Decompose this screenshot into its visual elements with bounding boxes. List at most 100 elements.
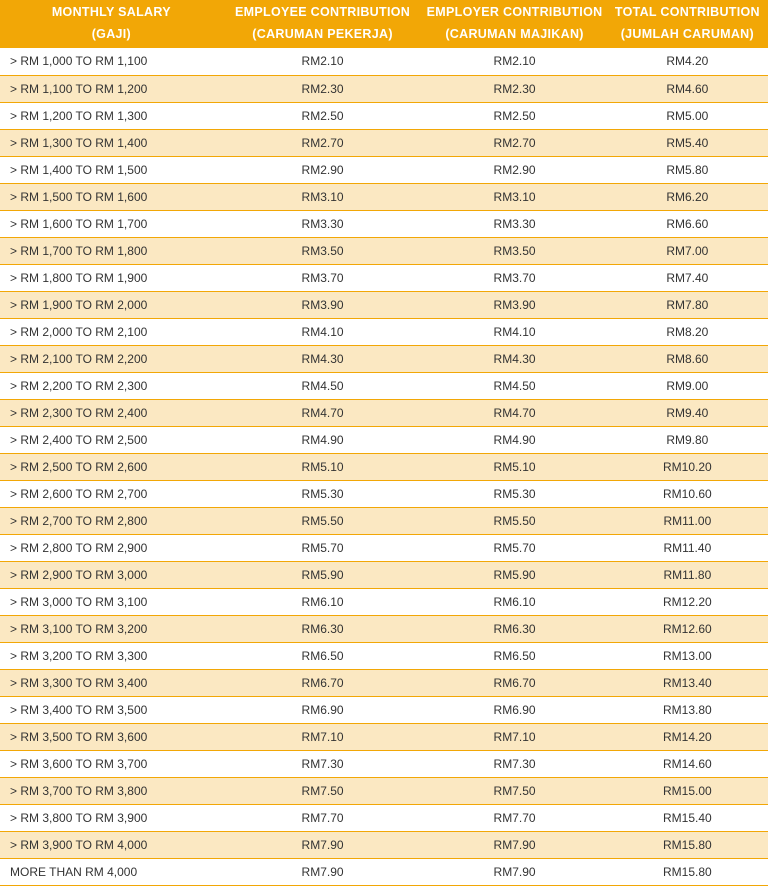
table-cell: > RM 3,900 TO RM 4,000	[0, 831, 223, 858]
table-cell: RM10.60	[607, 480, 768, 507]
table-cell: RM4.70	[422, 399, 606, 426]
table-cell: > RM 3,800 TO RM 3,900	[0, 804, 223, 831]
table-cell: > RM 3,400 TO RM 3,500	[0, 696, 223, 723]
table-cell: RM3.90	[422, 291, 606, 318]
table-cell: RM15.40	[607, 804, 768, 831]
col-header-total-2: (JUMLAH CARUMAN)	[607, 24, 768, 48]
table-cell: RM7.50	[422, 777, 606, 804]
table-cell: RM7.10	[223, 723, 423, 750]
table-cell: RM2.50	[422, 102, 606, 129]
table-cell: RM8.20	[607, 318, 768, 345]
table-cell: RM6.50	[422, 642, 606, 669]
table-cell: > RM 2,100 TO RM 2,200	[0, 345, 223, 372]
table-row: > RM 1,400 TO RM 1,500RM2.90RM2.90RM5.80	[0, 156, 768, 183]
table-cell: RM2.70	[422, 129, 606, 156]
col-header-employee-2: (CARUMAN PEKERJA)	[223, 24, 423, 48]
table-cell: RM3.90	[223, 291, 423, 318]
table-cell: RM6.90	[223, 696, 423, 723]
table-row: > RM 2,000 TO RM 2,100RM4.10RM4.10RM8.20	[0, 318, 768, 345]
table-cell: RM4.50	[223, 372, 423, 399]
table-cell: RM3.70	[422, 264, 606, 291]
table-cell: RM3.30	[422, 210, 606, 237]
table-row: > RM 3,700 TO RM 3,800RM7.50RM7.50RM15.0…	[0, 777, 768, 804]
table-cell: RM4.30	[422, 345, 606, 372]
table-cell: MORE THAN RM 4,000	[0, 858, 223, 885]
table-cell: RM2.90	[223, 156, 423, 183]
table-cell: RM2.10	[223, 48, 423, 75]
table-cell: RM15.80	[607, 831, 768, 858]
table-row: > RM 1,300 TO RM 1,400RM2.70RM2.70RM5.40	[0, 129, 768, 156]
table-cell: RM6.30	[422, 615, 606, 642]
table-cell: > RM 3,500 TO RM 3,600	[0, 723, 223, 750]
table-cell: RM7.30	[223, 750, 423, 777]
table-row: > RM 1,700 TO RM 1,800RM3.50RM3.50RM7.00	[0, 237, 768, 264]
table-row: > RM 1,900 TO RM 2,000RM3.90RM3.90RM7.80	[0, 291, 768, 318]
table-cell: > RM 1,200 TO RM 1,300	[0, 102, 223, 129]
table-cell: RM4.10	[223, 318, 423, 345]
table-cell: > RM 2,400 TO RM 2,500	[0, 426, 223, 453]
table-cell: > RM 3,100 TO RM 3,200	[0, 615, 223, 642]
table-cell: RM4.30	[223, 345, 423, 372]
table-row: > RM 1,800 TO RM 1,900RM3.70RM3.70RM7.40	[0, 264, 768, 291]
table-cell: RM2.70	[223, 129, 423, 156]
table-cell: RM5.30	[223, 480, 423, 507]
table-cell: RM5.70	[422, 534, 606, 561]
table-cell: RM2.50	[223, 102, 423, 129]
col-header-salary-1: MONTHLY SALARY	[0, 0, 223, 24]
table-cell: RM4.60	[607, 75, 768, 102]
table-cell: RM3.10	[422, 183, 606, 210]
table-cell: RM4.10	[422, 318, 606, 345]
table-cell: RM4.50	[422, 372, 606, 399]
table-row: > RM 3,000 TO RM 3,100RM6.10RM6.10RM12.2…	[0, 588, 768, 615]
table-row: > RM 2,200 TO RM 2,300RM4.50RM4.50RM9.00	[0, 372, 768, 399]
table-cell: RM3.50	[223, 237, 423, 264]
table-cell: RM5.30	[422, 480, 606, 507]
table-cell: > RM 1,800 TO RM 1,900	[0, 264, 223, 291]
table-row: > RM 3,200 TO RM 3,300RM6.50RM6.50RM13.0…	[0, 642, 768, 669]
table-row: > RM 1,600 TO RM 1,700RM3.30RM3.30RM6.60	[0, 210, 768, 237]
table-row: > RM 2,500 TO RM 2,600RM5.10RM5.10RM10.2…	[0, 453, 768, 480]
table-cell: RM15.00	[607, 777, 768, 804]
table-row: > RM 2,700 TO RM 2,800RM5.50RM5.50RM11.0…	[0, 507, 768, 534]
table-cell: > RM 2,500 TO RM 2,600	[0, 453, 223, 480]
col-header-employer-1: EMPLOYER CONTRIBUTION	[422, 0, 606, 24]
table-row: > RM 2,900 TO RM 3,000RM5.90RM5.90RM11.8…	[0, 561, 768, 588]
table-cell: RM15.80	[607, 858, 768, 885]
header-row-1: MONTHLY SALARY EMPLOYEE CONTRIBUTION EMP…	[0, 0, 768, 24]
table-cell: RM6.70	[422, 669, 606, 696]
table-row: > RM 3,400 TO RM 3,500RM6.90RM6.90RM13.8…	[0, 696, 768, 723]
table-cell: RM4.90	[223, 426, 423, 453]
table-row: > RM 3,500 TO RM 3,600RM7.10RM7.10RM14.2…	[0, 723, 768, 750]
table-cell: RM6.70	[223, 669, 423, 696]
table-cell: RM14.20	[607, 723, 768, 750]
table-cell: RM6.50	[223, 642, 423, 669]
table-cell: RM13.80	[607, 696, 768, 723]
table-row: > RM 2,600 TO RM 2,700RM5.30RM5.30RM10.6…	[0, 480, 768, 507]
table-cell: RM5.50	[422, 507, 606, 534]
header-row-2: (GAJI) (CARUMAN PEKERJA) (CARUMAN MAJIKA…	[0, 24, 768, 48]
table-cell: RM5.10	[422, 453, 606, 480]
table-cell: RM5.70	[223, 534, 423, 561]
table-cell: RM7.50	[223, 777, 423, 804]
table-cell: RM7.90	[223, 858, 423, 885]
table-cell: RM7.30	[422, 750, 606, 777]
table-cell: RM7.90	[223, 831, 423, 858]
table-cell: RM14.60	[607, 750, 768, 777]
table-row: > RM 3,100 TO RM 3,200RM6.30RM6.30RM12.6…	[0, 615, 768, 642]
table-cell: > RM 3,200 TO RM 3,300	[0, 642, 223, 669]
table-cell: RM4.20	[607, 48, 768, 75]
table-cell: RM6.20	[607, 183, 768, 210]
table-row: > RM 2,400 TO RM 2,500RM4.90RM4.90RM9.80	[0, 426, 768, 453]
table-cell: > RM 3,600 TO RM 3,700	[0, 750, 223, 777]
table-cell: RM12.60	[607, 615, 768, 642]
table-cell: RM9.40	[607, 399, 768, 426]
table-cell: RM7.80	[607, 291, 768, 318]
table-cell: RM2.30	[422, 75, 606, 102]
table-cell: RM5.80	[607, 156, 768, 183]
table-cell: RM7.90	[422, 858, 606, 885]
table-cell: RM5.50	[223, 507, 423, 534]
table-cell: RM11.00	[607, 507, 768, 534]
col-header-employee-1: EMPLOYEE CONTRIBUTION	[223, 0, 423, 24]
table-cell: RM7.00	[607, 237, 768, 264]
table-row: > RM 2,100 TO RM 2,200RM4.30RM4.30RM8.60	[0, 345, 768, 372]
